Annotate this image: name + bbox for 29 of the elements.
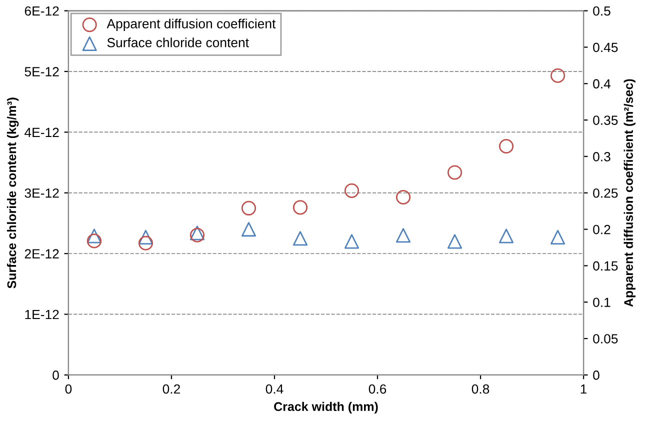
x-tick-label: 0.6 (368, 384, 386, 394)
y2-tick-label: 0.35 (593, 116, 618, 125)
x-tick-label: 0.2 (162, 384, 180, 394)
y2-tick-label: 0 (593, 370, 600, 380)
y2-tick-label: 0.5 (593, 6, 610, 16)
y2-tick-label: 0.25 (593, 188, 618, 198)
y2-tick-label: 0.15 (593, 261, 618, 271)
y-axis-title: Surface chloride content (kg/m³) (6, 98, 19, 288)
y2-axis-title: Apparent diffusion coefficient (m²/sec) (624, 79, 636, 307)
x-tick-label: 0 (65, 384, 72, 394)
legend-label: Apparent diffusion coefficient (106, 18, 276, 31)
legend-label: Surface chloride content (107, 38, 249, 48)
y-tick-label: 4E-12 (24, 128, 59, 137)
x-axis-title: Crack width (mm) (274, 402, 378, 414)
y2-tick-label: 0.05 (593, 334, 618, 344)
y-tick-label: 3E-12 (24, 188, 59, 198)
x-tick-label: 0.8 (472, 384, 490, 394)
y2-tick-label: 0.2 (593, 224, 610, 234)
y2-tick-label: 0.1 (593, 298, 610, 308)
y2-tick-label: 0.4 (593, 79, 611, 89)
y-tick-label: 0 (52, 370, 59, 380)
y-tick-label: 1E-12 (25, 310, 59, 320)
y-tick-label: 2E-12 (24, 249, 59, 258)
x-tick-label: 1 (580, 384, 587, 394)
y-tick-label: 5E-12 (24, 67, 59, 76)
x-tick-label: 0.4 (266, 384, 284, 394)
y-tick-label: 6E-12 (24, 6, 59, 16)
y2-tick-label: 0.45 (593, 42, 618, 52)
y2-tick-label: 0.3 (593, 152, 610, 162)
